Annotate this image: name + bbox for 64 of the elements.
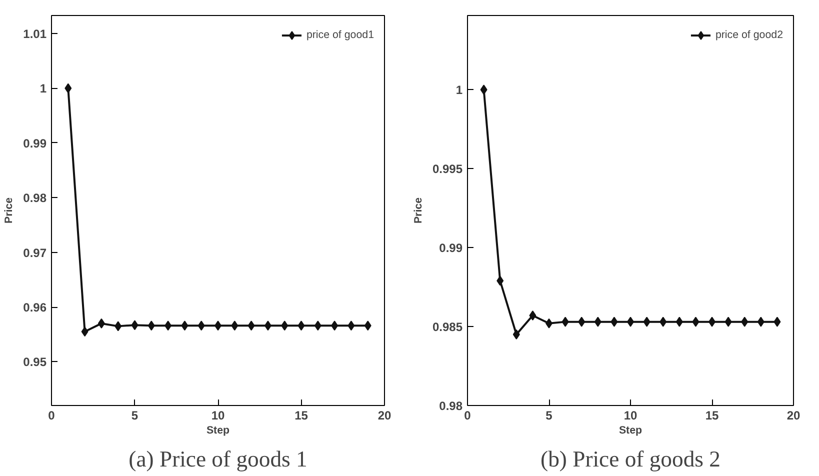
point [164, 320, 172, 331]
y-tick-label: 1.01 [23, 27, 47, 42]
point [64, 83, 72, 94]
point [757, 316, 764, 327]
x-tick-label: 20 [786, 408, 800, 422]
point [131, 320, 138, 330]
y-tick-label: 0.995 [432, 162, 463, 176]
x-tick-label: 0 [48, 408, 56, 422]
x-tick-label: 10 [211, 408, 225, 422]
point [610, 316, 618, 327]
point [480, 84, 488, 95]
x-tick-label: 15 [705, 408, 719, 422]
y-tick-label: 0.98 [439, 399, 463, 413]
point [562, 316, 569, 327]
text: (b) Price of goods 2 [540, 446, 720, 472]
y-tick-label: 0.96 [23, 300, 47, 315]
y-tick-label: 0.99 [23, 136, 47, 150]
point [231, 320, 238, 331]
point [114, 321, 122, 332]
point [660, 316, 667, 327]
point [314, 320, 322, 331]
x-tick-label: 5 [131, 408, 138, 422]
point [741, 316, 748, 327]
point [529, 310, 536, 320]
x-tick-label: 0 [464, 408, 472, 422]
text: (a) Price of goods 1 [128, 446, 308, 472]
y-tick-label: 0.985 [432, 320, 463, 334]
legend-label: price of good2 [715, 29, 783, 41]
point [264, 320, 272, 331]
point [643, 316, 650, 327]
point [496, 276, 504, 286]
point [148, 320, 155, 331]
y-tick-label: 0.97 [23, 246, 47, 260]
y-tick-label: 0.99 [439, 241, 463, 256]
point [676, 316, 683, 327]
x-tick-label: 20 [378, 408, 392, 422]
x-axis-title: Step [206, 424, 230, 436]
point [692, 316, 700, 327]
point [81, 326, 88, 337]
y-axis-title: Price [412, 197, 424, 224]
point [198, 320, 205, 331]
point [281, 320, 288, 331]
point [248, 320, 255, 331]
x-axis-title: Step [618, 424, 643, 436]
y-tick-label: 1 [40, 82, 47, 96]
point [724, 316, 732, 327]
point [98, 318, 105, 328]
point [364, 320, 372, 331]
point [331, 320, 338, 331]
point [348, 320, 355, 331]
point [774, 316, 781, 327]
x-tick-label: 10 [624, 408, 638, 422]
legend-label: price of good1 [306, 29, 374, 41]
point [181, 320, 188, 331]
x-tick-label: 15 [294, 408, 308, 422]
point [578, 316, 586, 327]
point [594, 316, 602, 327]
y-tick-label: 0.98 [23, 191, 47, 206]
y-tick-label: 0.95 [23, 355, 47, 370]
y-axis-title: Price [3, 197, 16, 224]
y-tick-label: 1 [456, 83, 463, 98]
x-tick-label: 5 [546, 408, 553, 422]
point [512, 329, 520, 340]
point [298, 320, 305, 331]
